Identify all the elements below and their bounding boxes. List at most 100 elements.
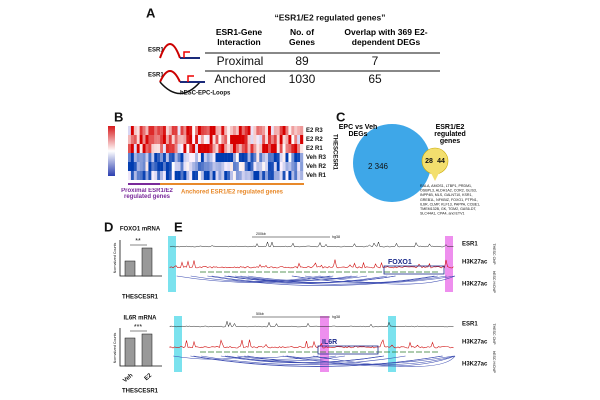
heatmap-cell <box>218 135 222 144</box>
heatmap-cell <box>285 126 289 135</box>
heatmap-cell <box>227 135 231 144</box>
heatmap-cell <box>151 171 155 180</box>
significance: *** <box>134 324 142 331</box>
heatmap-cell <box>183 153 187 162</box>
heatmap-cell <box>270 171 275 180</box>
heatmap-cell <box>157 135 161 144</box>
heatmap-cell <box>291 126 295 135</box>
heatmap-cell <box>218 171 222 180</box>
heatmap-cell <box>241 126 245 135</box>
heatmap-cell <box>148 162 152 171</box>
heatmap-cell <box>163 171 167 180</box>
heatmap-cell <box>151 162 155 171</box>
heatmap-cell <box>200 135 205 144</box>
title: “ESR1/E2 regulated genes” <box>274 12 385 22</box>
heatmap-cell <box>224 144 228 153</box>
heatmap-cell <box>235 153 240 162</box>
icon <box>159 81 201 95</box>
heatmap-cell <box>165 135 170 144</box>
pointer <box>431 173 439 181</box>
heatmap-cell <box>189 171 193 180</box>
heatmap-cell <box>297 153 301 162</box>
heatmap-cell <box>253 153 257 162</box>
count: 28 <box>425 158 433 165</box>
heatmap-cell <box>241 135 245 144</box>
icon <box>159 43 181 59</box>
heatmap-cell <box>183 126 187 135</box>
heatmap-cell <box>163 135 167 144</box>
heatmap-cell <box>262 171 266 180</box>
heatmap-cell <box>174 144 178 153</box>
heatmap-cell <box>186 153 190 162</box>
significance: ** <box>135 238 141 245</box>
heatmap-cell <box>262 153 266 162</box>
gene-list: INPP4B, MLS, GALNT10, KSR1, <box>420 193 473 197</box>
track-label: H3K27ac <box>462 340 488 346</box>
heatmap-cell <box>163 126 167 135</box>
cell: Anchored <box>214 72 265 86</box>
heatmap-cell <box>227 126 231 135</box>
header-cell: ESR1-Gene Interaction <box>215 27 263 47</box>
heatmap-cell <box>268 171 272 180</box>
loop-label: hESC-EPC-Loops <box>180 91 231 97</box>
heatmap-cell <box>265 153 269 162</box>
header-cell: No. of Genes <box>289 27 315 47</box>
heatmap-cell <box>235 135 240 144</box>
heatmap-cell <box>203 153 207 162</box>
heatmap-cell <box>250 162 254 171</box>
heatmap-cell <box>250 153 254 162</box>
row-label: E2 R1 <box>306 146 323 152</box>
loop-arc <box>201 355 406 365</box>
heatmap-cell <box>288 135 292 144</box>
heatmap-cell <box>291 153 295 162</box>
heatmap-cell <box>157 153 161 162</box>
side-label: THESC ChIP <box>492 323 496 345</box>
heatmap-cell <box>300 135 304 144</box>
heatmap-cell <box>165 126 170 135</box>
heatmap-cell <box>186 135 190 144</box>
heatmap-cell <box>218 153 222 162</box>
heatmap-cell <box>183 135 187 144</box>
heatmap-cell <box>297 126 301 135</box>
heatmap-cell <box>270 144 275 153</box>
heatmap-cell <box>218 126 222 135</box>
gene-list: TMEM132B, GK, TGM2, GAS6-DT, <box>420 207 476 211</box>
heatmap-cell <box>139 153 143 162</box>
heatmap-cell <box>195 144 199 153</box>
track-label: H3K27ac <box>462 362 488 368</box>
heatmap-cell <box>203 135 207 144</box>
heatmap-cell <box>192 144 196 153</box>
heatmap-cell <box>262 144 266 153</box>
heatmap-cell <box>288 171 292 180</box>
heatmap-cell <box>297 135 301 144</box>
gene-list: IL6R, CLMP, KLF13, PAPPA, CCBE1, <box>420 202 480 206</box>
heatmap-cell <box>183 144 187 153</box>
heatmap-cell <box>276 144 280 153</box>
heatmap-cell <box>285 153 289 162</box>
heatmap-cell <box>183 171 187 180</box>
heatmap-cell <box>212 153 216 162</box>
heatmap-cell <box>221 162 225 171</box>
heatmap-cell <box>198 135 202 144</box>
bar <box>124 260 136 277</box>
chip-track <box>169 259 454 269</box>
heatmap-cell <box>203 144 207 153</box>
heatmap-cell <box>300 171 304 180</box>
side-label: THESC ChIP <box>492 243 496 265</box>
heatmap-cell <box>230 153 234 162</box>
heatmap-cell <box>241 153 245 162</box>
heatmap-cell <box>273 153 277 162</box>
heatmap-cell <box>174 135 178 144</box>
heatmap-cell <box>157 126 161 135</box>
heatmap-cell <box>163 153 167 162</box>
side-label: hESC HiChIP <box>492 351 496 373</box>
heatmap-cell <box>133 135 137 144</box>
row-label: Veh R2 <box>306 164 327 170</box>
panel-d: D FOXO1 mRNA Normalized Counts ** THESCE… <box>104 219 162 395</box>
heatmap-cell <box>279 171 283 180</box>
heatmap-cell <box>151 126 155 135</box>
panel-b: B THESCESR1 Proximal ESR1/E2 regulated g… <box>108 109 337 200</box>
heatmap-cell <box>233 135 237 144</box>
heatmap-cell <box>279 126 283 135</box>
heatmap-cell <box>180 162 184 171</box>
